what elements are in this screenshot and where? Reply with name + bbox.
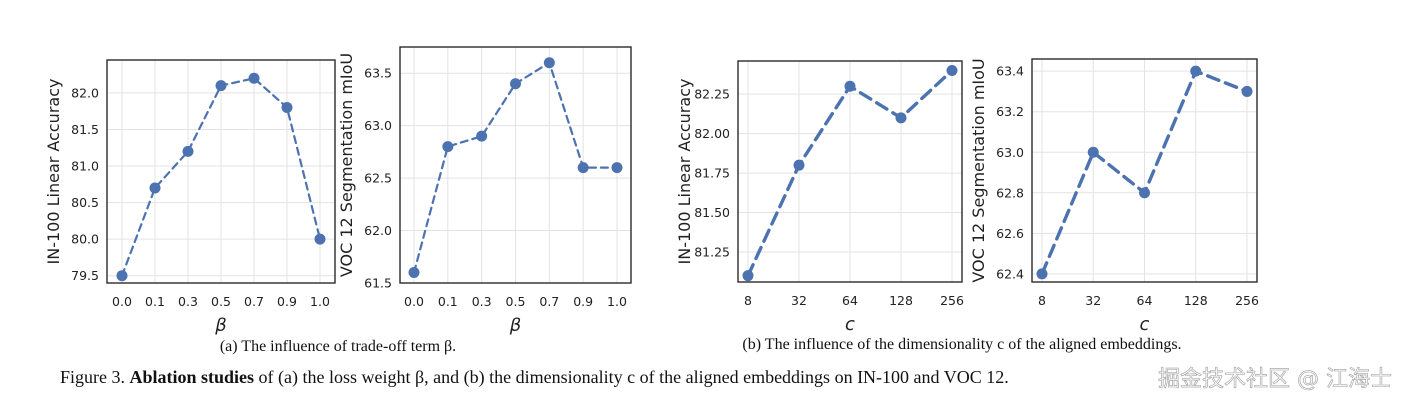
y-tick-label: 63.0 <box>996 145 1024 160</box>
y-tick-label: 63.5 <box>364 66 392 81</box>
subcaption-a: (a) The influence of trade-off term β. <box>220 338 456 355</box>
y-tick-label: 81.75 <box>694 166 730 181</box>
x-tick-label: 0.3 <box>472 294 492 309</box>
x-axis-label: c <box>845 314 855 335</box>
x-tick-label: 0.5 <box>506 294 526 309</box>
chart-b2: 8 32 64 128 256 62.4 62.6 62.8 63.0 63.2 63.4 c VOC … <box>969 58 1259 335</box>
x-tick-label: 128 <box>889 293 913 308</box>
data-point <box>1139 187 1150 199</box>
x-axis-label: β <box>214 315 227 336</box>
data-point <box>149 182 161 194</box>
x-tick-label: 64 <box>1137 293 1153 308</box>
x-axis-label: β <box>509 315 522 336</box>
data-point <box>742 270 754 282</box>
data-point <box>946 64 958 76</box>
x-tick-label: 0.7 <box>539 294 559 309</box>
data-point <box>1190 65 1202 77</box>
x-tick-label: 8 <box>1038 293 1046 308</box>
y-tick-label: 82.00 <box>694 126 730 141</box>
y-tick-label: 62.0 <box>364 223 392 238</box>
y-tick-label: 62.6 <box>996 226 1024 241</box>
y-tick-label: 63.0 <box>364 118 392 133</box>
x-tick-label: 0.0 <box>404 294 424 309</box>
caption-prefix: Figure 3. <box>60 367 130 387</box>
caption-rest: of (a) the loss weight β, and (b) the di… <box>254 367 1009 388</box>
data-point <box>611 162 623 174</box>
x-tick-label: 0.1 <box>145 294 165 309</box>
y-tick-label: 81.0 <box>71 159 99 174</box>
data-point <box>577 162 589 174</box>
data-point <box>116 270 128 282</box>
plot-panels: 0.0 0.1 0.3 0.5 0.7 0.9 1.079.580.080.581.081.… <box>44 46 1259 336</box>
y-tick-label: 63.2 <box>996 104 1024 119</box>
data-point <box>844 80 856 92</box>
x-tick-label: 1.0 <box>310 294 330 309</box>
data-point <box>793 159 805 171</box>
data-point <box>182 145 194 157</box>
y-tick-label: 82.0 <box>71 85 99 100</box>
y-tick-label: 81.50 <box>694 205 730 220</box>
data-point <box>1087 146 1099 158</box>
data-point <box>248 72 260 84</box>
data-point <box>1241 85 1253 97</box>
plot-frame <box>1031 58 1258 283</box>
y-axis-label: IN-100 Linear Accuracy <box>675 79 694 265</box>
caption-bold: Ablation studies <box>130 367 255 387</box>
plot-frame <box>737 60 963 283</box>
y-tick-label: 61.5 <box>364 276 392 291</box>
y-tick-label: 80.5 <box>71 195 99 210</box>
figure-caption: Figure 3. Ablation studies of (a) the lo… <box>60 367 1009 388</box>
y-tick-label: 82.25 <box>694 87 730 102</box>
watermark: 掘金技术社区 @ 江海士 <box>1158 367 1392 392</box>
x-tick-label: 0.0 <box>112 294 132 309</box>
x-tick-label: 256 <box>1235 293 1259 308</box>
chart-a2: 0.0 0.1 0.3 0.5 0.7 0.9 1.0 61.5 62.0 62.5 63.0 63.… <box>337 46 632 336</box>
data-point <box>543 57 555 69</box>
x-tick-label: 32 <box>1085 293 1101 308</box>
data-point <box>510 78 521 90</box>
y-tick-label: 62.8 <box>996 185 1024 200</box>
x-tick-label: 0.9 <box>573 294 593 309</box>
y-tick-label: 81.25 <box>694 245 730 260</box>
x-tick-label: 0.7 <box>244 294 264 309</box>
y-tick-label: 80.0 <box>71 232 99 247</box>
plot-frame <box>106 59 336 284</box>
x-tick-label: 0.9 <box>277 294 297 309</box>
y-tick-label: 81.5 <box>71 122 99 137</box>
x-tick-label: 64 <box>842 293 858 308</box>
data-point <box>895 112 907 124</box>
y-tick-label: 62.5 <box>364 171 392 186</box>
data-point <box>281 102 293 114</box>
y-tick-label: 79.5 <box>71 268 99 283</box>
x-tick-label: 256 <box>940 293 964 308</box>
x-tick-label: 128 <box>1184 293 1208 308</box>
x-tick-label: 1.0 <box>607 294 627 309</box>
data-point <box>314 233 326 245</box>
x-tick-label: 32 <box>791 293 807 308</box>
data-point <box>442 141 454 153</box>
data-point <box>1036 268 1048 280</box>
x-tick-label: 0.3 <box>178 294 198 309</box>
x-tick-label: 0.5 <box>211 294 231 309</box>
data-point <box>215 80 227 92</box>
y-axis-label: IN-100 Linear Accuracy <box>44 79 63 265</box>
x-tick-label: 0.1 <box>438 294 458 309</box>
y-tick-label: 63.4 <box>996 64 1024 79</box>
x-axis-label: c <box>1140 314 1150 335</box>
chart-b1: 8 32 64 128 256 81.25 81.50 81.75 82.00 82.25 c IN-… <box>675 60 964 335</box>
y-tick-label: 62.4 <box>996 266 1024 281</box>
subcaption-b: (b) The influence of the dimensionality … <box>742 336 1181 353</box>
x-tick-label: 8 <box>744 293 752 308</box>
data-point <box>476 130 488 142</box>
y-axis-label: VOC 12 Segmentation mIoU <box>337 53 356 277</box>
data-point <box>408 267 420 279</box>
plot-frame <box>399 46 632 284</box>
y-axis-label: VOC 12 Segmentation mIoU <box>969 58 988 282</box>
chart-a1: 0.0 0.1 0.3 0.5 0.7 0.9 1.0 79.5 80.0 80.5 81.0 81.… <box>44 59 336 336</box>
